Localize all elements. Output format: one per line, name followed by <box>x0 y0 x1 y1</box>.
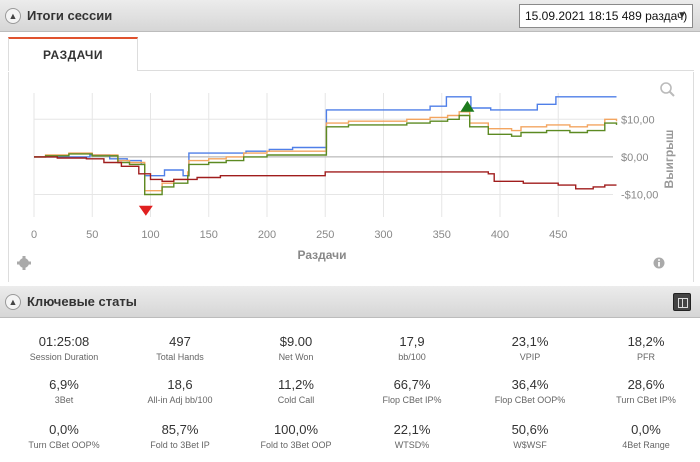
x-axis-label: Раздачи <box>298 248 347 262</box>
stat-cell: 0,0% 4Bet Range <box>588 422 700 450</box>
session-select[interactable]: 15.09.2021 18:15 489 раздач) ▼ <box>519 4 693 28</box>
gear-icon[interactable] <box>17 256 31 270</box>
stat-value: 28,6% <box>627 377 665 392</box>
x-tick-label: 450 <box>549 229 567 241</box>
stat-value: $9.00 <box>279 334 313 349</box>
session-results-header: ▲ Итоги сессии 15.09.2021 18:15 489 разд… <box>0 0 700 32</box>
stat-label: WTSD% <box>394 440 430 450</box>
chevron-down-icon: ▼ <box>677 10 687 21</box>
stat-cell: 85,7% Fold to 3Bet IP <box>122 422 238 450</box>
session-select-value: 15.09.2021 18:15 489 раздач) <box>525 9 688 23</box>
winnings-chart: 0 50 100 150 200 250 300 350 400 450 $10,00 $0,00 -… <box>8 72 694 282</box>
max-marker <box>460 100 475 112</box>
stat-label: Session Duration <box>29 352 99 362</box>
stat-value: 50,6% <box>511 422 549 437</box>
tab-hands[interactable]: РАЗДАЧИ <box>8 37 138 71</box>
stat-cell: 22,1% WTSD% <box>354 422 470 450</box>
stat-cell: 497 Total Hands <box>122 334 238 362</box>
stat-value: 17,9 <box>399 334 425 349</box>
magnifier-icon[interactable] <box>660 82 675 97</box>
y-tick-label: $10,00 <box>621 114 655 126</box>
stat-cell: 0,0% Turn CBet OOP% <box>6 422 122 450</box>
x-tick-label: 50 <box>86 229 98 241</box>
x-tick-label: 100 <box>141 229 159 241</box>
key-stats-header: ▲ Ключевые статы <box>0 286 700 318</box>
stat-value: 01:25:08 <box>38 334 90 349</box>
stat-cell: 6,9% 3Bet <box>6 377 122 405</box>
stat-cell: 01:25:08 Session Duration <box>6 334 122 362</box>
stat-value: 22,1% <box>393 422 431 437</box>
stat-value: 100,0% <box>273 422 319 437</box>
x-axis-ticks: 0 50 100 150 200 250 300 350 400 450 <box>31 229 567 241</box>
stat-label: Cold Call <box>277 395 315 405</box>
stat-label: Turn CBet IP% <box>616 395 676 405</box>
stat-label: Net Won <box>278 352 314 362</box>
x-tick-label: 350 <box>433 229 451 241</box>
stat-label: PFR <box>637 352 655 362</box>
stat-label: Turn CBet OOP% <box>28 440 100 450</box>
stat-cell: 11,2% Cold Call <box>238 377 354 405</box>
stat-cell: 36,4% Flop CBet OOP% <box>472 377 588 405</box>
x-tick-label: 300 <box>374 229 392 241</box>
stat-value: 6,9% <box>49 377 79 392</box>
stat-label: Flop CBet IP% <box>382 395 442 405</box>
stat-label: Total Hands <box>156 352 204 362</box>
stat-label: Fold to 3Bet IP <box>150 440 210 450</box>
stat-label: Fold to 3Bet OOP <box>260 440 332 450</box>
stat-label: VPIP <box>519 352 541 362</box>
stat-value: 85,7% <box>161 422 199 437</box>
x-tick-label: 0 <box>31 229 37 241</box>
stat-cell: 17,9 bb/100 <box>354 334 470 362</box>
stat-label: Flop CBet OOP% <box>494 395 566 405</box>
stat-value: 497 <box>169 334 191 349</box>
stat-label: W$WSF <box>513 440 547 450</box>
y-axis-ticks: $10,00 $0,00 -$10,00 <box>621 114 658 201</box>
stat-cell: 66,7% Flop CBet IP% <box>354 377 470 405</box>
y-tick-label: -$10,00 <box>621 189 658 201</box>
stat-cell: 18,2% PFR <box>588 334 700 362</box>
x-tick-label: 250 <box>316 229 334 241</box>
stat-cell: $9.00 Net Won <box>238 334 354 362</box>
key-stats-title: Ключевые статы <box>27 294 137 309</box>
stat-value: 11,2% <box>278 377 314 392</box>
collapse-stats-icon[interactable]: ▲ <box>5 294 21 310</box>
x-tick-label: 400 <box>491 229 509 241</box>
stat-value: 18,6 <box>167 377 193 392</box>
y-axis-label: Выигрыш <box>662 130 676 189</box>
stat-cell: 28,6% Turn CBet IP% <box>588 377 700 405</box>
stat-label: All-in Adj bb/100 <box>147 395 213 405</box>
stat-cell: 100,0% Fold to 3Bet OOP <box>238 422 354 450</box>
stat-value: 66,7% <box>393 377 431 392</box>
stat-label: 4Bet Range <box>622 440 670 450</box>
tab-bar: РАЗДАЧИ <box>8 37 694 71</box>
stat-value: 0,0% <box>631 422 661 437</box>
stat-value: 18,2% <box>627 334 665 349</box>
stat-value: 36,4% <box>511 377 549 392</box>
x-tick-label: 200 <box>258 229 276 241</box>
winnings-chart-svg: 0 50 100 150 200 250 300 350 400 450 $10,00 $0,00 -… <box>17 82 676 270</box>
stat-value: 23,1% <box>511 334 549 349</box>
series-line-green <box>34 114 618 196</box>
min-marker <box>138 205 153 216</box>
stat-cell: 18,6 All-in Adj bb/100 <box>122 377 238 405</box>
info-icon[interactable] <box>653 257 665 269</box>
stat-label: bb/100 <box>398 352 426 362</box>
chart-markers <box>138 100 475 216</box>
session-results-title: Итоги сессии <box>27 8 113 23</box>
collapse-session-icon[interactable]: ▲ <box>5 8 21 24</box>
series-line-orange <box>34 111 618 192</box>
series-line-red <box>34 156 617 190</box>
stat-cell: 50,6% W$WSF <box>472 422 588 450</box>
stat-value: 0,0% <box>49 422 79 437</box>
layout-toggle-button[interactable] <box>673 293 691 311</box>
x-tick-label: 150 <box>200 229 218 241</box>
chart-series <box>34 96 618 196</box>
stat-cell: 23,1% VPIP <box>472 334 588 362</box>
stat-label: 3Bet <box>54 395 74 405</box>
y-tick-label: $0,00 <box>621 152 649 164</box>
